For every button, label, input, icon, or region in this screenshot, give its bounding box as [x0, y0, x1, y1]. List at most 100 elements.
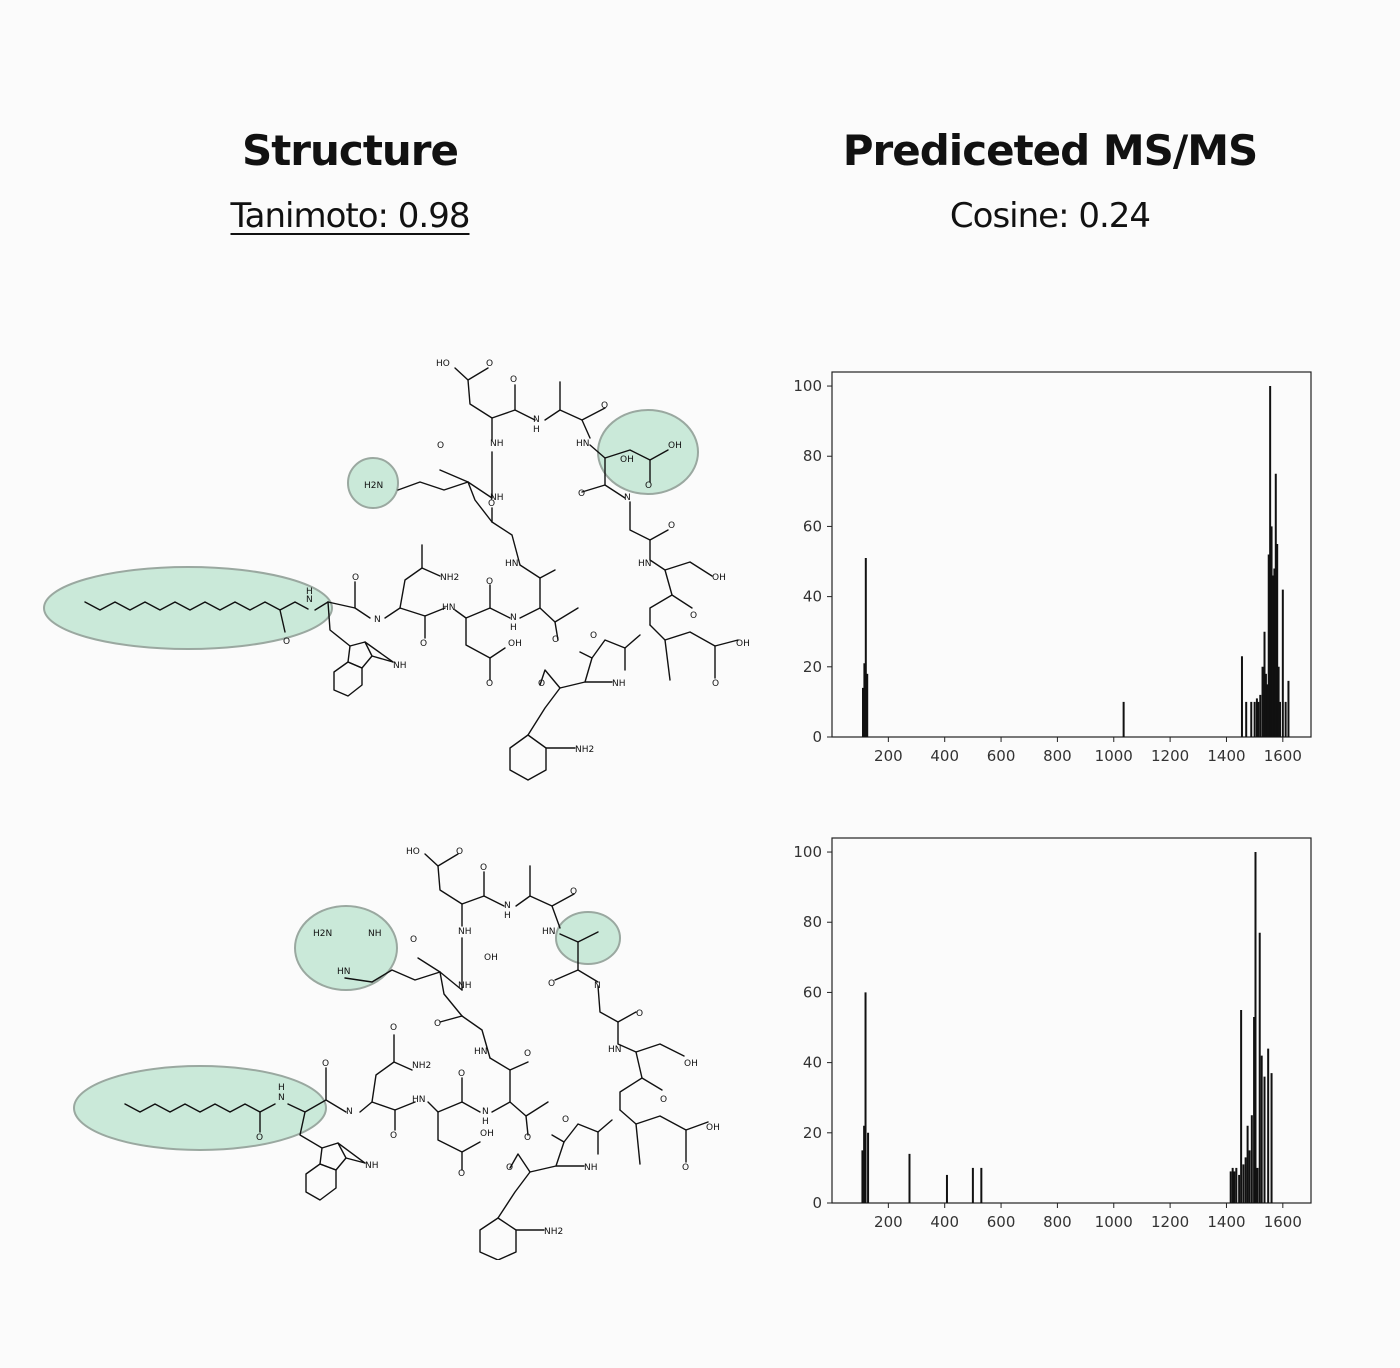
- mol-label-h: H: [504, 911, 511, 921]
- x-tick-label: 400: [930, 747, 959, 765]
- mol-label-hn: HN: [638, 559, 652, 569]
- x-tick-label: 400: [930, 1213, 959, 1231]
- y-tick-label: 60: [803, 983, 822, 1001]
- mol-label-n: N: [510, 613, 517, 623]
- y-tick-label: 100: [793, 377, 822, 395]
- msms-spectrum-bottom: 200 400 600 800 1000 1200 1400 1600 0 20 40 60 80 100: [793, 837, 1312, 1231]
- mol-label-h: H: [510, 623, 517, 633]
- mol-label-nh: NH: [612, 679, 626, 689]
- mol-label-o: O: [668, 521, 675, 531]
- bond-lines: [124, 853, 709, 1260]
- mol-label-o: O: [486, 679, 493, 689]
- mol-label-o: O: [524, 1133, 531, 1143]
- mol-label-o: O: [420, 639, 427, 649]
- mol-label-h: H: [278, 1083, 285, 1093]
- mol-label-o: O: [283, 637, 290, 647]
- mol-label-o: O: [458, 1069, 465, 1079]
- mol-label-o: O: [562, 1115, 569, 1125]
- mol-label-o: O: [712, 679, 719, 689]
- mol-label-n: N: [374, 615, 381, 625]
- mol-label-nh: NH: [584, 1163, 598, 1173]
- mol-label-hn: HN: [505, 559, 519, 569]
- mol-label-o: O: [390, 1131, 397, 1141]
- mol-label-o: O: [480, 863, 487, 873]
- mol-label-nh2: NH2: [412, 1061, 431, 1071]
- mol-label-ho: HO: [436, 359, 450, 369]
- mol-label-o: O: [456, 847, 463, 857]
- msms-spectrum-top: 200 400 600 800 1000 1200 1400 1600 0 20 40 60 80 100: [793, 371, 1312, 765]
- mol-label-oh: OH: [480, 1129, 494, 1139]
- mol-label-o: O: [488, 499, 495, 509]
- mol-label-oh: OH: [684, 1059, 698, 1069]
- y-tick-label: 80: [803, 447, 822, 465]
- mol-label-o: O: [510, 375, 517, 385]
- mol-label-o: O: [645, 481, 652, 491]
- mol-label-o: O: [524, 1049, 531, 1059]
- mol-label-nh: NH: [393, 661, 407, 671]
- mol-label-o: O: [590, 631, 597, 641]
- y-tick-label: 100: [793, 843, 822, 861]
- y-tick-label: 40: [803, 588, 822, 606]
- mol-label-nh: NH: [490, 439, 504, 449]
- tanimoto-score-text: Tanimoto: 0.98: [230, 196, 471, 236]
- mol-label-oh: OH: [620, 455, 634, 465]
- mol-label-oh: OH: [712, 573, 726, 583]
- highlight-guanidine: [294, 905, 398, 991]
- y-tick-label: 20: [803, 1124, 822, 1142]
- y-tick-label: 0: [812, 1194, 822, 1212]
- mol-label-nh: NH: [458, 981, 472, 991]
- mol-label-o: O: [390, 1023, 397, 1033]
- highlight-fatty-chain: [43, 566, 333, 650]
- mol-label-n: N: [482, 1107, 489, 1117]
- y-tick-label: 80: [803, 913, 822, 931]
- mol-label-nh: NH: [368, 929, 382, 939]
- mol-label-hn: HN: [474, 1047, 488, 1057]
- mol-label-nh2: NH2: [440, 573, 459, 583]
- highlight-alanine-methyl: [555, 911, 621, 965]
- mol-label-nh: NH: [365, 1161, 379, 1171]
- structure-title: Structure: [241, 126, 459, 175]
- x-tick-label: 200: [874, 1213, 903, 1231]
- mol-label-oh: OH: [668, 441, 682, 451]
- mol-label-o: O: [578, 489, 585, 499]
- mol-label-o: O: [636, 1009, 643, 1019]
- mol-label-o: O: [486, 577, 493, 587]
- mol-label-o: O: [410, 935, 417, 945]
- mol-label-o: O: [486, 359, 493, 369]
- mol-label-hn: HN: [608, 1045, 622, 1055]
- mol-label-nh: NH: [458, 927, 472, 937]
- mol-label-o: O: [437, 441, 444, 451]
- mol-label-o: O: [256, 1133, 263, 1143]
- x-tick-label: 1200: [1151, 1213, 1189, 1231]
- molecule-structure-top: HO O O N H O HN O OH NH H2N NH O N O HN …: [43, 359, 750, 781]
- mol-label-h: H: [533, 425, 540, 435]
- x-tick-label: 1000: [1095, 1213, 1133, 1231]
- plot-frame: [831, 371, 1312, 738]
- mol-label-hn: HN: [412, 1095, 426, 1105]
- x-tick-label: 800: [1043, 747, 1072, 765]
- mol-label-h: H: [482, 1117, 489, 1127]
- x-tick-label: 600: [987, 747, 1016, 765]
- y-tick-label: 0: [812, 728, 822, 746]
- mol-label-n: N: [346, 1107, 353, 1117]
- mol-label-o: O: [682, 1163, 689, 1173]
- mol-label-hn: HN: [576, 439, 590, 449]
- cosine-score: Cosine: 0.24: [949, 196, 1151, 236]
- mol-label-nh2: NH2: [544, 1227, 563, 1237]
- mol-label-oh: OH: [706, 1123, 720, 1133]
- mol-label-h: H: [306, 587, 313, 597]
- x-tick-label: 600: [987, 1213, 1016, 1231]
- x-tick-label: 1600: [1264, 1213, 1302, 1231]
- bond-lines: [84, 367, 739, 781]
- mol-label-o: O: [434, 1019, 441, 1029]
- x-tick-label: 1600: [1264, 747, 1302, 765]
- mol-label-o: O: [570, 887, 577, 897]
- x-tick-label: 800: [1043, 1213, 1072, 1231]
- x-tick-label: 200: [874, 747, 903, 765]
- mol-label-o: O: [538, 679, 545, 689]
- x-tick-label: 1200: [1151, 747, 1189, 765]
- mol-label-o: O: [458, 1169, 465, 1179]
- tanimoto-score: Tanimoto: 0.98: [50, 196, 650, 236]
- mol-label-o: O: [352, 573, 359, 583]
- x-tick-label: 1400: [1207, 1213, 1245, 1231]
